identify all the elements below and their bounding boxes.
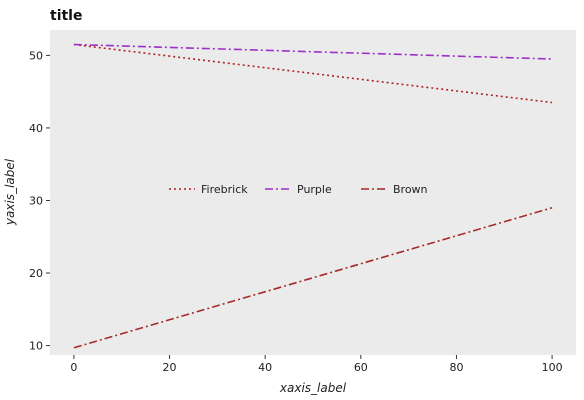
x-axis: 0 20 40 60 80 100 — [70, 355, 563, 374]
y-axis-title: yaxis_label — [3, 158, 17, 226]
y-tick-label: 50 — [29, 49, 43, 62]
x-axis-title: xaxis_label — [279, 381, 347, 395]
x-tick-label: 40 — [258, 361, 272, 374]
legend-label: Firebrick — [201, 183, 248, 196]
legend-label: Purple — [297, 183, 332, 196]
legend: Firebrick Purple Brown — [169, 183, 428, 196]
series-line-brown — [73, 206, 553, 349]
y-tick-label: 20 — [29, 267, 43, 280]
y-axis: 10 20 30 40 50 — [29, 49, 50, 353]
x-tick-label: 100 — [542, 361, 563, 374]
series-lines — [73, 43, 553, 349]
plot-area — [50, 30, 576, 355]
legend-item-brown: Brown — [361, 183, 428, 196]
y-tick-label: 30 — [29, 194, 43, 207]
series-line-firebrick — [73, 43, 553, 104]
legend-item-purple: Purple — [265, 183, 332, 196]
y-tick-label: 10 — [29, 340, 43, 353]
x-tick-label: 20 — [163, 361, 177, 374]
chart-title: title — [50, 8, 82, 24]
x-tick-label: 60 — [354, 361, 368, 374]
x-tick-label: 80 — [449, 361, 463, 374]
x-tick-label: 0 — [70, 361, 77, 374]
y-tick-label: 40 — [29, 122, 43, 135]
legend-label: Brown — [393, 183, 428, 196]
legend-item-firebrick: Firebrick — [169, 183, 248, 196]
